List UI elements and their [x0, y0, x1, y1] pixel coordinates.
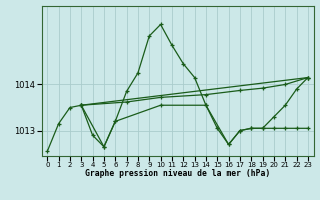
X-axis label: Graphe pression niveau de la mer (hPa): Graphe pression niveau de la mer (hPa)	[85, 169, 270, 178]
